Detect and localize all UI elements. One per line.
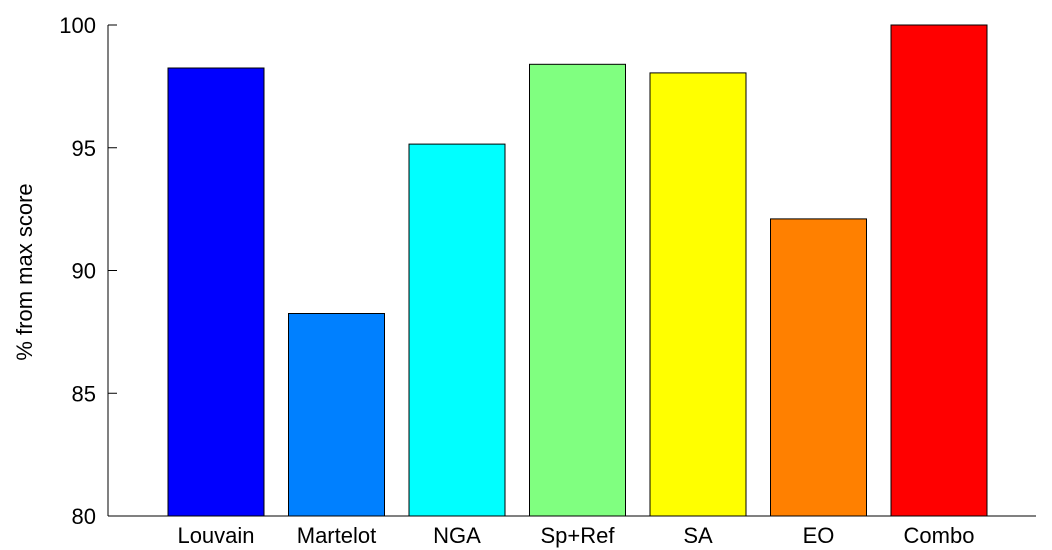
bar-louvain: [167, 67, 265, 517]
x-tick-label: Sp+Ref: [541, 523, 616, 548]
y-ticks-group: 80 85 90 95 100: [59, 13, 117, 529]
bar-combo: [890, 24, 988, 517]
bar-eo: [770, 218, 867, 517]
x-tick-labels-group: Louvain Martelot NGA Sp+Ref SA EO Combo: [177, 523, 974, 548]
bar-sa: [649, 72, 747, 517]
x-tick-label: SA: [683, 523, 713, 548]
bar-nga: [408, 143, 506, 517]
bars-group: [167, 24, 988, 517]
y-tick-label: 95: [72, 136, 96, 161]
y-tick-label: 80: [72, 504, 96, 529]
x-tick-label: Combo: [904, 523, 975, 548]
y-tick-label: 90: [72, 259, 96, 284]
x-tick-label: Martelot: [297, 523, 376, 548]
y-tick-label: 100: [59, 13, 96, 38]
x-tick-label: Louvain: [177, 523, 254, 548]
x-tick-label: EO: [803, 523, 835, 548]
bar-martelot: [288, 313, 385, 517]
x-tick-label: NGA: [433, 523, 481, 548]
y-axis-label: % from max score: [12, 183, 37, 360]
bar-sp-ref: [529, 63, 626, 517]
y-tick-label: 85: [72, 381, 96, 406]
